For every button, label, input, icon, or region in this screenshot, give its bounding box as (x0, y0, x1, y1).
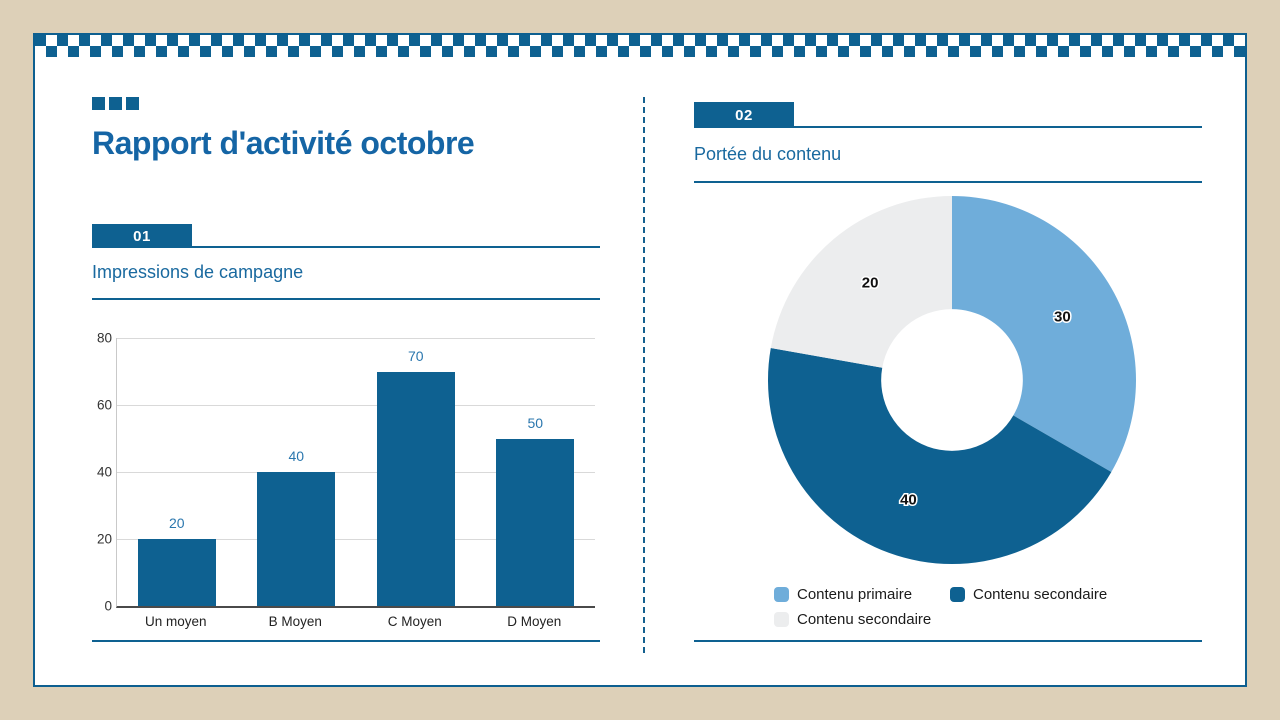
donut-slice-20 (770, 196, 952, 368)
left-subtitle-rule (92, 298, 600, 300)
left-bottom-rule (92, 640, 600, 642)
legend-label: Contenu secondaire (797, 610, 932, 628)
donut-value-label: 20 (862, 274, 879, 291)
right-bottom-rule (694, 640, 1202, 642)
y-tick-label: 60 (96, 397, 112, 413)
legend-swatch-icon (950, 586, 965, 602)
x-tick-label: Un moyen (144, 614, 207, 629)
section-02-header: 02 (694, 102, 1202, 128)
bar-value-label: 40 (288, 448, 305, 464)
legend-label: Contenu secondaire (973, 585, 1108, 603)
legend-swatch-icon (774, 611, 789, 627)
donut-chart: 30 40 20 (694, 191, 1202, 573)
donut-legend: Contenu primaire Contenu secondaire Conten… (774, 583, 1214, 630)
legend-item: Contenu secondaire (950, 583, 1214, 605)
bar-y-axis: 0 20 40 60 80 (92, 331, 112, 614)
bar-C Moyen (376, 371, 455, 606)
page-title: Rapport d'activité octobre (92, 125, 475, 161)
donut-value-label: 30 (1054, 308, 1071, 325)
bar-chart: 0 20 40 60 80 20 40 70 50 Un moyen B Moyen C Moye… (92, 331, 600, 635)
bar-plot-area: 20 40 70 50 (116, 338, 595, 608)
donut-slice-40 (768, 348, 1112, 564)
report-card: Rapport d'activité octobre 01 Impression… (33, 33, 1247, 687)
legend-label: Contenu primaire (797, 585, 913, 603)
x-tick-label: B Moyen (268, 614, 322, 629)
donut-chart-title: Portée du contenu (694, 144, 842, 164)
bar-value-label: 70 (407, 347, 424, 364)
donut-value-label: 40 (900, 492, 917, 509)
section-02-badge: 02 (694, 102, 794, 128)
checker-border (35, 35, 1245, 57)
section-01-header: 01 (92, 224, 600, 248)
donut-svg: 30 40 20 (768, 196, 1136, 564)
section-02-rule (694, 126, 1202, 128)
bar-x-axis-labels: Un moyen B Moyen C Moyen D Moyen (116, 614, 594, 632)
section-01-rule (92, 246, 600, 248)
section-divider (643, 97, 645, 653)
gridline (117, 539, 595, 540)
gridline (117, 405, 595, 406)
right-subtitle-rule (694, 181, 1202, 183)
y-tick-label: 0 (104, 598, 112, 614)
bar-chart-title: Impressions de campagne (92, 262, 304, 282)
legend-item: Contenu secondaire (774, 608, 950, 630)
decor-square-icon (92, 97, 105, 110)
bar-Un moyen (137, 539, 216, 606)
x-tick-label: D Moyen (507, 614, 562, 629)
donut-slice-30 (952, 196, 1136, 472)
gridline (117, 338, 595, 339)
x-tick-label: C Moyen (387, 614, 442, 629)
y-tick-label: 40 (96, 464, 112, 480)
bar-value-label: 50 (527, 414, 544, 431)
y-tick-label: 20 (96, 531, 112, 547)
bar-value-label: 20 (168, 515, 185, 531)
legend-swatch-icon (774, 586, 789, 602)
bar-D Moyen (496, 438, 575, 606)
legend-item: Contenu primaire (774, 583, 950, 605)
decor-squares-icon (92, 97, 139, 110)
bar-B Moyen (257, 472, 336, 606)
section-01-badge: 01 (92, 224, 192, 248)
decor-square-icon (126, 97, 139, 110)
gridline (117, 472, 595, 473)
y-tick-label: 80 (96, 330, 112, 346)
decor-square-icon (109, 97, 122, 110)
